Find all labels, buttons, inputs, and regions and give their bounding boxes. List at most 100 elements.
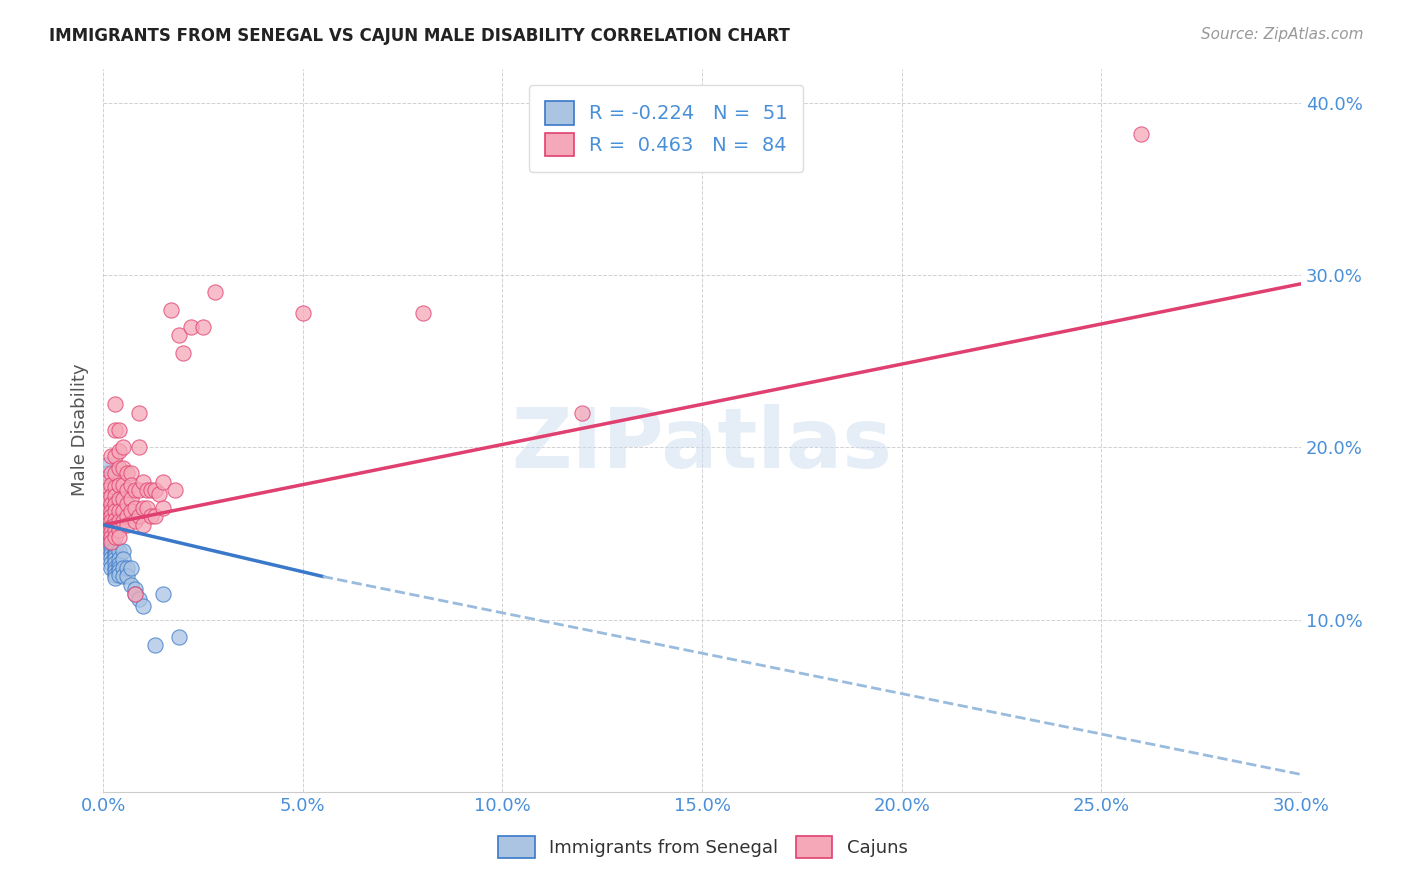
Point — [128, 591, 150, 606]
Point — [132, 500, 155, 515]
Point — [96, 517, 118, 532]
Point — [100, 497, 122, 511]
Point — [120, 504, 142, 518]
Point — [104, 466, 127, 480]
Point — [104, 549, 127, 563]
Point — [112, 461, 135, 475]
Point — [108, 478, 131, 492]
Point — [100, 519, 122, 533]
Point — [104, 517, 127, 532]
Point — [128, 440, 150, 454]
Point — [112, 478, 135, 492]
Legend: R = -0.224   N =  51, R =  0.463   N =  84: R = -0.224 N = 51, R = 0.463 N = 84 — [529, 86, 803, 172]
Point — [152, 587, 174, 601]
Point — [124, 587, 146, 601]
Point — [108, 564, 131, 578]
Point — [167, 328, 190, 343]
Point — [108, 561, 131, 575]
Point — [104, 504, 127, 518]
Point — [115, 509, 138, 524]
Point — [152, 500, 174, 515]
Point — [291, 306, 314, 320]
Point — [108, 543, 131, 558]
Point — [96, 495, 118, 509]
Point — [104, 423, 127, 437]
Point — [104, 564, 127, 578]
Point — [160, 302, 183, 317]
Point — [112, 552, 135, 566]
Point — [152, 475, 174, 489]
Point — [104, 540, 127, 554]
Legend: Immigrants from Senegal, Cajuns: Immigrants from Senegal, Cajuns — [491, 829, 915, 865]
Point — [571, 406, 593, 420]
Point — [108, 530, 131, 544]
Point — [100, 550, 122, 565]
Point — [112, 561, 135, 575]
Point — [104, 397, 127, 411]
Point — [115, 483, 138, 498]
Point — [128, 509, 150, 524]
Point — [112, 504, 135, 518]
Point — [108, 514, 131, 528]
Point — [104, 530, 127, 544]
Point — [148, 487, 170, 501]
Point — [124, 483, 146, 498]
Point — [132, 517, 155, 532]
Point — [143, 509, 166, 524]
Point — [104, 523, 127, 537]
Point — [124, 587, 146, 601]
Point — [128, 406, 150, 420]
Point — [96, 523, 118, 537]
Point — [108, 552, 131, 566]
Point — [108, 558, 131, 572]
Point — [112, 491, 135, 506]
Point — [104, 561, 127, 575]
Point — [96, 458, 118, 472]
Point — [124, 514, 146, 528]
Point — [115, 466, 138, 480]
Point — [100, 530, 122, 544]
Point — [100, 509, 122, 524]
Point — [104, 567, 127, 582]
Point — [124, 500, 146, 515]
Text: ZIPatlas: ZIPatlas — [512, 404, 893, 485]
Point — [136, 500, 159, 515]
Point — [143, 638, 166, 652]
Point — [104, 571, 127, 585]
Point — [112, 543, 135, 558]
Point — [108, 504, 131, 518]
Point — [104, 449, 127, 463]
Point — [104, 552, 127, 566]
Point — [143, 483, 166, 498]
Point — [120, 466, 142, 480]
Point — [172, 345, 194, 359]
Point — [104, 543, 127, 558]
Point — [100, 561, 122, 575]
Point — [139, 509, 162, 524]
Point — [139, 483, 162, 498]
Point — [100, 530, 122, 544]
Point — [104, 513, 127, 527]
Point — [104, 547, 127, 561]
Point — [100, 449, 122, 463]
Point — [124, 582, 146, 596]
Point — [100, 539, 122, 553]
Point — [100, 540, 122, 554]
Point — [104, 489, 127, 503]
Point — [100, 556, 122, 570]
Point — [108, 423, 131, 437]
Point — [96, 517, 118, 532]
Point — [108, 491, 131, 506]
Point — [100, 535, 122, 549]
Point — [167, 630, 190, 644]
Point — [120, 561, 142, 575]
Point — [136, 483, 159, 498]
Point — [96, 504, 118, 518]
Point — [100, 517, 122, 532]
Point — [128, 483, 150, 498]
Point — [132, 475, 155, 489]
Point — [100, 547, 122, 561]
Point — [120, 578, 142, 592]
Point — [180, 319, 202, 334]
Point — [108, 443, 131, 458]
